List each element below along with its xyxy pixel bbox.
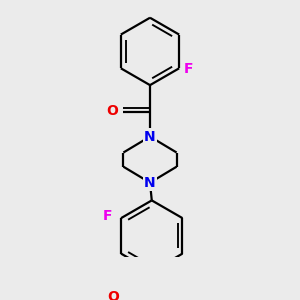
Text: O: O [108, 290, 120, 300]
Text: F: F [103, 209, 112, 224]
Text: F: F [183, 62, 193, 76]
Text: N: N [144, 130, 156, 144]
Text: O: O [106, 104, 118, 118]
Text: N: N [144, 176, 156, 190]
